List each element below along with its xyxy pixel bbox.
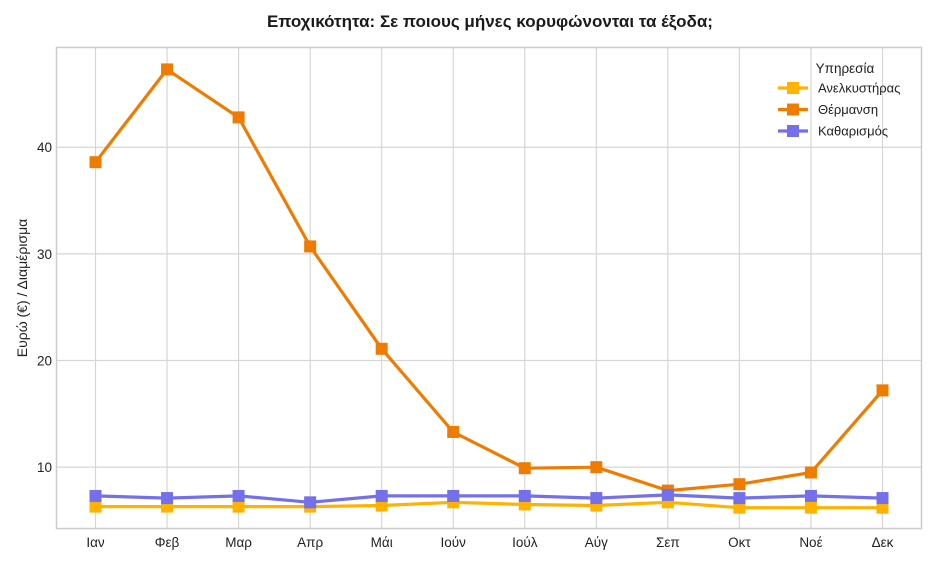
square-marker-icon (876, 501, 889, 514)
x-tick-label: Μάι (371, 535, 393, 550)
x-tick-label: Φεβ (155, 535, 180, 550)
series-1 (89, 63, 889, 497)
square-marker-icon (733, 492, 746, 505)
square-marker-icon (733, 501, 746, 514)
square-marker-icon (232, 111, 245, 124)
square-marker-icon (375, 489, 388, 502)
x-tick-label: Απρ (297, 535, 323, 550)
square-marker-icon (161, 63, 174, 76)
y-tick-label: 40 (37, 140, 52, 155)
series-lines (89, 63, 889, 514)
x-tick-label: Μαρ (225, 535, 252, 550)
y-axis-label: Ευρώ (€) / Διαμέρισμα (14, 219, 30, 358)
legend-marker-icon (787, 82, 799, 94)
square-marker-icon (876, 384, 889, 397)
x-axis-ticks: Ιαν Φεβ Μαρ Απρ Μάι Ιούν Ιούλ Αύγ Σεπ Οκτ Νοέ Δεκ (86, 535, 893, 550)
y-axis-ticks: 10 20 30 40 (37, 140, 52, 475)
y-tick-label: 20 (37, 354, 52, 369)
square-marker-icon (89, 156, 102, 169)
x-tick-label: Οκτ (728, 535, 751, 550)
x-tick-label: Σεπ (656, 535, 680, 550)
legend-item: Ανελκυστήρας (778, 81, 900, 96)
y-tick-label: 30 (37, 247, 52, 262)
legend-title: Υπηρεσία (816, 61, 875, 76)
square-marker-icon (590, 461, 603, 474)
square-marker-icon (733, 478, 746, 491)
chart-title: Εποχικότητα: Σε ποιους μήνες κορυφώνοντα… (267, 12, 713, 31)
series-line (95, 493, 883, 504)
x-tick-label: Νοέ (799, 535, 822, 550)
square-marker-icon (590, 492, 603, 505)
square-marker-icon (804, 466, 817, 479)
square-marker-icon (375, 342, 388, 355)
square-marker-icon (89, 489, 102, 502)
x-tick-label: Αύγ (585, 535, 608, 550)
square-marker-icon (447, 489, 460, 502)
legend-item: Καθαρισμός (778, 124, 888, 139)
square-marker-icon (232, 489, 245, 502)
square-marker-icon (518, 462, 531, 475)
legend: Υπηρεσία Ανελκυστήρας Θέρμανση Καθαρισμός (778, 61, 900, 139)
square-marker-icon (804, 489, 817, 502)
legend-item: Θέρμανση (778, 102, 878, 117)
x-tick-label: Ιαν (86, 535, 105, 550)
x-tick-label: Δεκ (872, 535, 894, 550)
legend-label: Θέρμανση (818, 102, 878, 117)
square-marker-icon (447, 425, 460, 438)
square-marker-icon (876, 492, 889, 505)
series-0 (89, 496, 889, 514)
square-marker-icon (804, 501, 817, 514)
series-line (94, 67, 884, 493)
square-marker-icon (304, 496, 317, 509)
legend-marker-icon (787, 125, 799, 137)
square-marker-icon (304, 240, 317, 253)
legend-label: Καθαρισμός (818, 124, 888, 139)
square-marker-icon (375, 499, 388, 512)
x-tick-label: Ιούλ (512, 535, 538, 550)
square-marker-icon (89, 500, 102, 513)
series-2 (89, 488, 889, 509)
square-marker-icon (232, 500, 245, 513)
legend-marker-icon (787, 103, 799, 116)
series-line (95, 500, 883, 510)
square-marker-icon (661, 488, 674, 501)
grid-lines (56, 47, 922, 529)
x-tick-label: Ιούν (441, 535, 467, 550)
legend-label: Ανελκυστήρας (818, 81, 900, 96)
square-marker-icon (518, 489, 531, 502)
plot-frame (55, 46, 923, 530)
y-tick-label: 10 (37, 460, 52, 475)
square-marker-icon (161, 492, 174, 505)
